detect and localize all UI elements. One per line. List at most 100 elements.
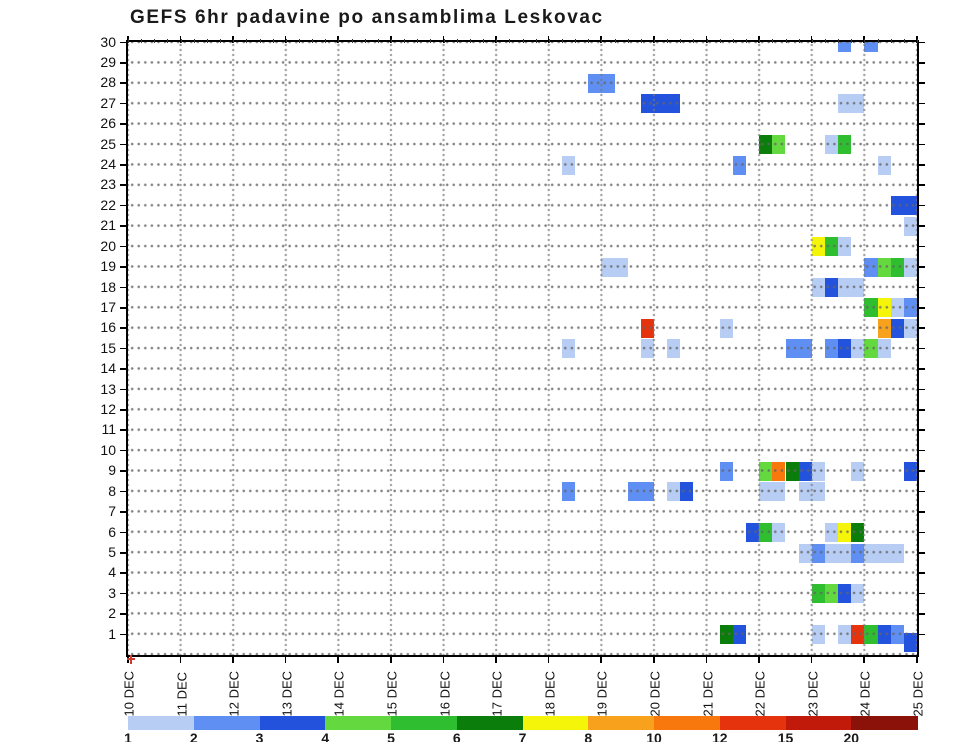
y-axis-label: 29 <box>100 53 116 70</box>
x-minor-tick <box>233 38 235 43</box>
x-minor-tick <box>456 38 458 43</box>
colorbar-label: 8 <box>584 730 593 742</box>
x-minor-tick <box>588 38 590 43</box>
x-axis-date-label: 23 DEC <box>805 670 821 716</box>
x-minor-tick <box>627 38 629 43</box>
x-tick-top <box>232 35 234 43</box>
x-minor-tick <box>312 38 314 43</box>
x-minor-tick <box>483 38 485 43</box>
colorbar-segment <box>456 716 523 730</box>
y-tick-left <box>120 123 128 125</box>
x-minor-tick <box>351 38 353 43</box>
y-tick-left <box>120 266 128 268</box>
origin-marker-cross <box>127 658 135 660</box>
y-tick-left <box>120 102 128 105</box>
y-axis-label: 20 <box>100 237 116 254</box>
y-tick-left <box>120 164 128 166</box>
x-tick-top <box>495 35 497 43</box>
x-tick-top <box>863 35 865 43</box>
x-tick-bottom <box>442 655 445 663</box>
colorbar-segment <box>128 716 195 730</box>
colorbar-label: 10 <box>646 730 662 742</box>
x-axis-date-label: 11 DEC <box>174 671 190 716</box>
x-axis-date-label: 24 DEC <box>857 670 873 716</box>
x-tick-bottom <box>916 655 918 663</box>
x-tick-top <box>547 35 550 43</box>
x-tick-bottom <box>547 655 550 663</box>
x-minor-tick <box>522 38 524 43</box>
x-minor-tick <box>509 38 511 43</box>
y-tick-left <box>120 82 128 84</box>
y-tick-left <box>120 613 128 615</box>
x-minor-tick <box>903 38 905 43</box>
x-minor-tick <box>811 38 813 43</box>
y-tick-right <box>917 225 925 227</box>
y-tick-right <box>917 204 925 207</box>
x-minor-tick <box>640 38 642 43</box>
y-axis-label: 15 <box>100 339 116 356</box>
x-minor-tick <box>877 38 879 43</box>
colorbar-label: 7 <box>518 730 527 742</box>
y-axis-label: 24 <box>100 156 116 173</box>
y-axis-label: 19 <box>100 258 116 275</box>
x-minor-tick <box>917 38 918 43</box>
y-tick-right <box>917 572 925 574</box>
y-tick-left <box>120 327 128 329</box>
y-axis-label: 1 <box>108 625 116 642</box>
x-minor-tick <box>259 38 261 43</box>
x-tick-bottom <box>232 655 234 663</box>
x-minor-tick <box>417 38 419 43</box>
x-minor-tick <box>575 38 577 43</box>
y-tick-left <box>120 368 128 370</box>
y-axis-label: 2 <box>108 605 116 622</box>
x-minor-tick <box>680 38 682 43</box>
x-minor-tick <box>430 38 432 43</box>
x-minor-tick <box>377 38 379 43</box>
x-minor-tick <box>246 38 248 43</box>
x-minor-tick <box>535 38 537 43</box>
y-tick-left <box>120 490 128 493</box>
y-tick-right <box>917 143 925 146</box>
x-minor-tick <box>167 38 169 43</box>
x-minor-tick <box>851 38 853 43</box>
y-tick-left <box>120 245 128 248</box>
y-tick-left <box>120 184 128 187</box>
x-minor-tick <box>443 38 445 43</box>
x-tick-top <box>390 35 392 43</box>
colorbar-segment <box>325 716 392 730</box>
y-axis-label: 26 <box>100 115 116 132</box>
x-axis-date-label: 21 DEC <box>700 670 716 716</box>
y-axis-label: 16 <box>100 319 116 336</box>
y-tick-right <box>917 409 925 411</box>
x-axis-date-label: 10 DEC <box>121 670 137 716</box>
y-tick-left <box>120 409 128 411</box>
x-tick-bottom <box>179 655 182 663</box>
x-axis-date-label: 17 DEC <box>489 670 505 716</box>
y-tick-right <box>917 613 925 615</box>
x-tick-top <box>337 35 339 43</box>
x-axis-date-label: 16 DEC <box>437 670 453 716</box>
y-tick-left <box>120 41 128 44</box>
plot-area <box>126 40 919 657</box>
x-minor-tick <box>601 38 603 43</box>
colorbar-segment <box>785 716 852 730</box>
colorbar-label: 20 <box>843 730 860 742</box>
y-axis-label: 28 <box>100 74 116 91</box>
colorbar-label: 5 <box>387 730 395 742</box>
x-axis-date-label: 12 DEC <box>226 670 242 716</box>
y-axis-label: 23 <box>100 176 116 193</box>
y-tick-left <box>120 143 128 146</box>
y-axis-label: 9 <box>108 462 116 479</box>
x-tick-bottom <box>705 655 708 663</box>
y-tick-right <box>917 552 925 554</box>
grid-dots-overlay <box>128 42 917 655</box>
y-tick-left <box>120 633 128 636</box>
x-minor-tick <box>285 38 287 43</box>
x-axis-date-label: 15 DEC <box>384 670 400 716</box>
x-tick-top <box>810 35 813 43</box>
x-axis-date-label: 14 DEC <box>331 670 347 716</box>
x-minor-tick <box>561 38 563 43</box>
x-minor-tick <box>180 38 182 43</box>
x-tick-top <box>442 35 445 43</box>
y-axis-label: 7 <box>108 503 116 520</box>
